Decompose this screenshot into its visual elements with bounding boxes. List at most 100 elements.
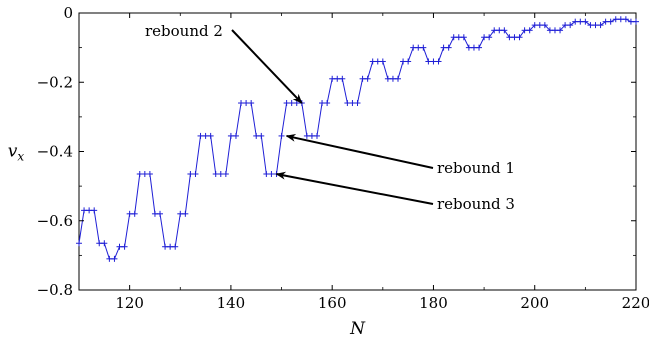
data-point [313, 132, 320, 139]
data-point [460, 34, 467, 41]
data-point [248, 100, 255, 107]
data-point [521, 27, 528, 34]
data-point [359, 75, 366, 82]
data-point [597, 22, 604, 29]
x-tick-label: 160 [318, 294, 347, 312]
data-point [81, 207, 88, 214]
data-point [197, 132, 204, 139]
data-point [577, 18, 584, 25]
data-point [101, 240, 108, 247]
data-point [151, 210, 158, 217]
annotation-label: rebound 2 [145, 22, 223, 40]
data-point [465, 44, 472, 51]
x-axis-label: N [349, 319, 366, 339]
data-point [455, 34, 462, 41]
data-point [283, 100, 290, 107]
data-point [162, 243, 169, 250]
data-point [420, 44, 427, 51]
data-point [238, 100, 245, 107]
data-point [389, 75, 396, 82]
data-point [612, 16, 619, 23]
annotation-label: rebound 3 [437, 195, 515, 213]
annotation-arrow [231, 29, 303, 104]
x-tick-label: 200 [520, 294, 549, 312]
data-point [516, 34, 523, 41]
data-point [607, 18, 614, 25]
data-point [136, 171, 143, 178]
data-point [526, 27, 533, 34]
data-point [141, 171, 148, 178]
data-point [334, 75, 341, 82]
data-point [486, 34, 493, 41]
x-tick-label: 120 [115, 294, 144, 312]
data-point [405, 58, 412, 65]
data-point [582, 18, 589, 25]
data-point [592, 22, 599, 29]
data-point [111, 255, 118, 262]
data-point [541, 22, 548, 29]
data-point [491, 27, 498, 34]
y-tick-label: −0.6 [37, 212, 73, 230]
data-point [146, 171, 153, 178]
data-point [232, 132, 239, 139]
data-point [278, 132, 285, 139]
data-point [227, 132, 234, 139]
data-point [243, 100, 250, 107]
data-point [511, 34, 518, 41]
data-point [384, 75, 391, 82]
data-point [551, 27, 558, 34]
x-tick-label: 220 [622, 294, 649, 312]
data-point [617, 16, 624, 23]
data-point [546, 27, 553, 34]
data-point [263, 171, 270, 178]
data-point [633, 18, 639, 25]
x-tick-label: 140 [217, 294, 246, 312]
y-tick-label: −0.8 [37, 281, 73, 299]
annotation-layer: rebound 2 rebound 1 rebound 3 [145, 22, 515, 213]
data-point [308, 132, 315, 139]
data-point [506, 34, 513, 41]
data-point [187, 171, 194, 178]
data-point [627, 18, 634, 25]
data-point [557, 27, 564, 34]
data-point [319, 100, 326, 107]
data-point [339, 75, 346, 82]
annotation-label: rebound 1 [437, 159, 515, 177]
data-point [572, 18, 579, 25]
data-point [167, 243, 174, 250]
data-point [344, 100, 351, 107]
data-point [157, 210, 164, 217]
data-point [121, 243, 128, 250]
data-point [622, 16, 629, 23]
data-point [496, 27, 503, 34]
data-point [96, 240, 103, 247]
data-point [182, 210, 189, 217]
series-layer [76, 16, 639, 262]
data-point [172, 243, 179, 250]
data-point [349, 100, 356, 107]
y-tick-label: −0.2 [37, 73, 73, 91]
data-point [567, 22, 574, 29]
data-point [395, 75, 402, 82]
data-point [253, 132, 260, 139]
data-point [450, 34, 457, 41]
data-point [400, 58, 407, 65]
data-point [126, 210, 133, 217]
data-point [410, 44, 417, 51]
data-point [303, 132, 310, 139]
data-point [536, 22, 543, 29]
data-point [430, 58, 437, 65]
data-point [106, 255, 113, 262]
data-point [202, 132, 209, 139]
data-point [116, 243, 123, 250]
data-point [440, 44, 447, 51]
data-point [91, 207, 98, 214]
data-point [374, 58, 381, 65]
data-point [268, 171, 275, 178]
x-tick-label: 180 [419, 294, 448, 312]
data-point [217, 171, 224, 178]
data-point [222, 171, 229, 178]
data-point [177, 210, 184, 217]
data-point [602, 18, 609, 25]
